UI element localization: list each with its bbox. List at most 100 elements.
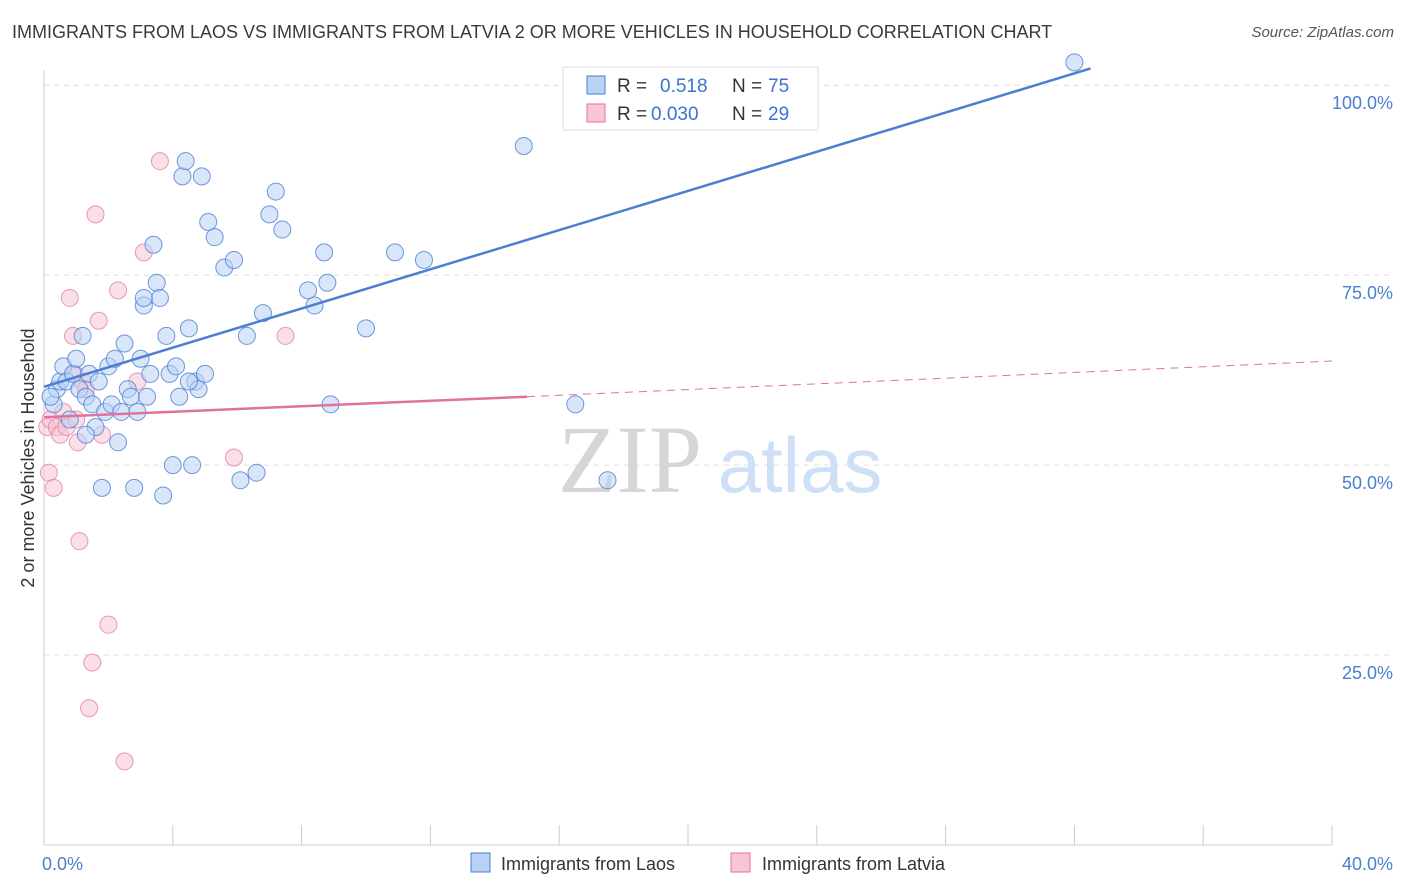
laos-trend-line [43, 67, 1091, 389]
latvia-point-28 [276, 326, 295, 345]
laos-point-22 [115, 334, 134, 353]
laos-point-39 [170, 387, 189, 406]
legend-r-value-laos: 0.518 [660, 76, 708, 97]
series-legend: Immigrants from Laos Immigrants from Lat… [470, 852, 946, 874]
legend-n-label-laos: N = [732, 76, 762, 97]
laos-point-68 [566, 395, 585, 414]
x-tick-labels: 0.0% 40.0% [42, 854, 1393, 874]
laos-point-7 [67, 349, 86, 368]
laos-point-58 [273, 220, 292, 239]
laos-point-59 [299, 281, 318, 300]
laos-point-46 [192, 167, 211, 186]
laos-point-61 [315, 243, 334, 262]
laos-point-32 [147, 273, 166, 292]
watermark-atlas: atlas [718, 421, 883, 509]
legend-n-value-latvia: 29 [768, 104, 789, 125]
latvia-point-13 [70, 532, 89, 551]
chart-title: IMMIGRANTS FROM LAOS VS IMMIGRANTS FROM … [12, 22, 1053, 42]
laos-point-72 [134, 288, 153, 307]
laos-point-42 [179, 319, 198, 338]
stats-legend: R = 0.518 N = 75 R = 0.030 N = 29 [562, 66, 819, 131]
laos-point-15 [92, 478, 111, 497]
laos-point-57 [266, 182, 285, 201]
watermark: ZIP atlas [558, 406, 882, 513]
laos-point-52 [231, 471, 250, 490]
laos-point-24 [121, 387, 140, 406]
laos-point-49 [205, 228, 224, 247]
latvia-point-16 [80, 699, 99, 718]
legend-r-label-latvia: R = [617, 104, 647, 125]
chart-source: Source: ZipAtlas.com [1251, 24, 1394, 41]
legend-r-label-laos: R = [617, 76, 647, 97]
y-tick-label-3: 100.0% [1332, 93, 1393, 113]
laos-point-69 [598, 471, 617, 490]
laos-point-71 [76, 425, 95, 444]
latvia-point-1 [39, 463, 58, 482]
laos-point-67 [514, 136, 533, 155]
laos-point-51 [224, 250, 243, 269]
laos-point-34 [154, 486, 173, 505]
x-tick-label-1: 40.0% [1342, 854, 1393, 874]
latvia-point-8 [60, 288, 79, 307]
laos-point-20 [109, 433, 128, 452]
latvia-point-27 [224, 448, 243, 467]
laos-point-66 [414, 250, 433, 269]
latvia-trend-line [43, 395, 528, 419]
watermark-zip: ZIP [558, 406, 702, 513]
bottom-legend-label-latvia: Immigrants from Latvia [762, 854, 946, 874]
latvia-point-22 [109, 281, 128, 300]
laos-point-43 [183, 456, 202, 475]
legend-r-value-latvia: 0.030 [651, 104, 699, 125]
laos-point-48 [199, 212, 218, 231]
x-ticks [43, 825, 1333, 845]
latvia-trend-extension [526, 360, 1333, 398]
latvia-point-26 [150, 152, 169, 171]
laos-point-21 [112, 402, 131, 421]
bottom-legend-swatch-laos [470, 852, 491, 873]
laos-point-30 [141, 364, 160, 383]
laos-point-74 [1065, 53, 1084, 72]
laos-point-64 [357, 319, 375, 338]
laos-point-53 [237, 326, 256, 345]
laos-point-29 [138, 387, 157, 406]
legend-swatch-latvia [586, 103, 606, 123]
y-axis-label: 2 or more Vehicles in Household [18, 328, 38, 587]
laos-point-40 [173, 167, 192, 186]
latvia-point-17 [83, 653, 102, 672]
laos-point-73 [179, 372, 198, 391]
laos-point-35 [157, 326, 176, 345]
latvia-point-3 [44, 478, 63, 497]
legend-swatch-laos [586, 75, 606, 95]
laos-point-31 [144, 235, 163, 254]
latvia-point-23 [115, 752, 134, 771]
latvia-point-19 [89, 311, 108, 330]
laos-point-38 [167, 357, 186, 376]
y-tick-label-0: 25.0% [1342, 663, 1393, 683]
y-tick-label-1: 50.0% [1342, 473, 1393, 493]
x-tick-label-0: 0.0% [42, 854, 83, 874]
laos-point-65 [385, 243, 404, 262]
laos-point-47 [196, 364, 214, 383]
laos-point-14 [89, 372, 108, 391]
laos-point-37 [163, 456, 182, 475]
gridlines [44, 84, 1392, 656]
laos-point-41 [176, 152, 195, 171]
laos-point-9 [73, 326, 92, 345]
trend-lines [43, 67, 1333, 419]
bottom-legend-label-laos: Immigrants from Laos [501, 854, 675, 874]
latvia-point-21 [99, 615, 118, 634]
laos-point-25 [125, 478, 144, 497]
y-tick-label-2: 75.0% [1342, 283, 1393, 303]
laos-point-54 [247, 463, 266, 482]
laos-point-5 [60, 410, 79, 429]
legend-n-label-latvia: N = [732, 104, 762, 125]
legend-n-value-laos: 75 [768, 76, 789, 97]
laos-point-70 [41, 387, 60, 406]
laos-point-62 [318, 273, 337, 292]
bottom-legend-swatch-latvia [730, 852, 751, 873]
laos-point-33 [150, 288, 169, 307]
y-tick-labels: 25.0% 50.0% 75.0% 100.0% [1332, 93, 1393, 683]
laos-point-55 [253, 304, 272, 323]
laos-point-56 [260, 205, 279, 224]
